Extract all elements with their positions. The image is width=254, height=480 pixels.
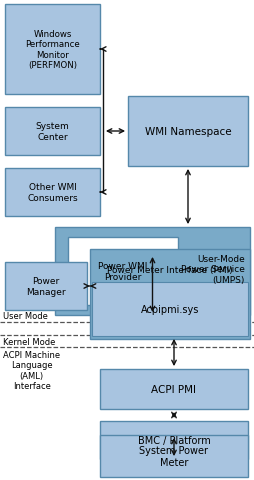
Text: Acpipmi.sys: Acpipmi.sys [140,304,198,314]
Text: User-Mode
Power Service
(UMPS): User-Mode Power Service (UMPS) [180,254,244,284]
Bar [5,5,100,95]
Text: Power Meter Interface (PMI): Power Meter Interface (PMI) [107,266,232,275]
Text: User Mode: User Mode [3,312,48,320]
Text: Windows
Performance
Monitor
(PERFMON): Windows Performance Monitor (PERFMON) [25,30,80,70]
Text: Power WMI
Provider: Power WMI Provider [98,262,147,281]
Text: Kernel Mode: Kernel Mode [3,337,55,346]
Bar [55,228,249,315]
Bar [100,369,247,409]
Bar [5,108,100,156]
Bar [90,250,249,339]
Bar [5,168,100,216]
Bar [68,238,177,305]
Text: System Power
Meter: System Power Meter [139,445,208,467]
Bar [100,435,247,477]
Bar [92,282,247,336]
Text: System
Center: System Center [36,122,69,142]
Bar [5,263,87,311]
Text: Other WMI
Consumers: Other WMI Consumers [27,183,77,202]
Text: ACPI PMI: ACPI PMI [151,384,196,394]
Bar [100,421,247,459]
Text: BMC / Platform: BMC / Platform [137,435,210,445]
Text: Power
Manager: Power Manager [26,277,66,296]
Text: ACPI Machine
Language
(AML)
Interface: ACPI Machine Language (AML) Interface [3,350,60,390]
Bar [128,97,247,167]
Text: WMI Namespace: WMI Namespace [144,127,230,137]
